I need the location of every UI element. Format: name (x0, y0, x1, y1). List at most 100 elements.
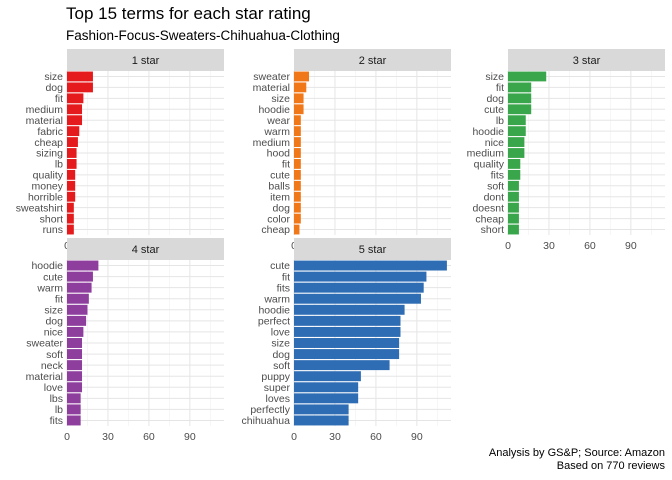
term-label: neck (41, 360, 64, 372)
term-label: cheap (475, 213, 504, 225)
bar-super (294, 382, 359, 393)
bar-hoodie (508, 126, 526, 137)
bar-hoodie (294, 304, 405, 315)
term-label: soft (46, 349, 63, 361)
bar-sweatshirt (67, 202, 74, 213)
x-tick-label: 30 (329, 431, 341, 443)
bar-perfect (294, 315, 401, 326)
term-label: color (267, 213, 290, 225)
term-label: fit (282, 159, 290, 171)
term-label: medium (253, 137, 291, 149)
term-label: dog (272, 349, 290, 361)
bar-size (67, 304, 88, 315)
x-tick-label: 90 (184, 431, 196, 443)
bar-fit (67, 93, 84, 104)
bar-chihuahua (294, 415, 349, 426)
bar-cheap (294, 224, 300, 235)
term-label: cute (270, 260, 290, 272)
term-label: dog (45, 82, 63, 94)
facet-panel-2: 2 star sweatermaterialsizehoodiewearwarmm… (253, 49, 451, 252)
bar-short (508, 224, 519, 235)
term-label: money (31, 181, 63, 193)
bar-nice (508, 137, 525, 147)
term-label: fit (496, 82, 504, 94)
term-label: doesnt (472, 202, 504, 214)
x-tick-label: 60 (584, 240, 596, 252)
bar-fits (67, 415, 81, 426)
bar-hoodie (294, 104, 304, 115)
term-label: size (271, 338, 290, 350)
term-label: lb (55, 404, 63, 416)
bar-cute (508, 104, 532, 115)
term-label: fits (50, 415, 63, 427)
term-label: fits (277, 282, 290, 294)
facet-strip-label: 1 star (132, 55, 160, 67)
bar-dont (508, 191, 519, 202)
term-label: short (481, 224, 504, 236)
term-label: sizing (36, 148, 63, 160)
term-label: soft (273, 360, 290, 372)
facet-strip (294, 238, 451, 260)
bar-fits (294, 282, 424, 293)
term-label: quality (474, 159, 505, 171)
bar-medium (508, 148, 525, 158)
term-label: material (26, 371, 63, 383)
bar-size (294, 338, 400, 348)
term-label: lbs (50, 393, 63, 405)
bar-neck (67, 360, 83, 371)
term-label: loves (265, 393, 290, 405)
bar-sweater (67, 338, 83, 348)
term-label: fits (491, 170, 504, 182)
bar-fit (67, 293, 89, 304)
x-tick-label: 0 (505, 240, 511, 252)
term-label: size (271, 93, 290, 105)
x-tick-label: 90 (625, 240, 637, 252)
bar-lbs (67, 393, 81, 404)
term-label: runs (43, 224, 63, 236)
bar-soft (294, 360, 390, 371)
term-label: size (485, 71, 504, 83)
bar-quality (508, 159, 521, 169)
bar-cute (294, 260, 447, 271)
bar-material (67, 371, 83, 382)
term-label: hoodie (258, 305, 290, 317)
term-label: hoodie (31, 260, 63, 272)
term-label: short (40, 213, 63, 225)
bar-dog (294, 349, 400, 360)
term-label: perfectly (250, 404, 290, 416)
facet-strip-label: 2 star (359, 55, 387, 67)
bar-wear (294, 115, 301, 126)
bar-dog (67, 315, 87, 326)
term-label: size (44, 305, 63, 317)
term-label: material (26, 115, 63, 127)
term-label: lb (55, 159, 63, 171)
bar-love (67, 382, 83, 393)
term-label: cute (484, 104, 504, 116)
term-label: warm (36, 282, 63, 294)
term-label: nice (485, 137, 504, 149)
bar-cute (67, 271, 93, 282)
term-label: love (44, 382, 63, 394)
x-tick-label: 30 (543, 240, 555, 252)
bar-sizing (67, 148, 77, 158)
term-label: cheap (34, 137, 63, 149)
bar-puppy (294, 371, 361, 382)
bar-hoodie (67, 260, 99, 271)
bar-material (67, 115, 83, 126)
bar-fit (294, 159, 301, 169)
term-label: dog (272, 202, 290, 214)
bar-dog (67, 82, 93, 93)
bar-loves (294, 393, 359, 404)
term-label: dog (45, 316, 63, 328)
term-label: love (271, 327, 290, 339)
bar-runs (67, 224, 74, 235)
bar-cheap (67, 137, 78, 147)
term-label: hoodie (258, 104, 290, 116)
facet-strip-label: 3 star (573, 55, 601, 67)
x-tick-label: 30 (102, 431, 114, 443)
bar-item (294, 191, 301, 202)
bar-doesnt (508, 202, 519, 213)
term-label: size (44, 71, 63, 83)
term-label: wear (266, 115, 290, 127)
term-label: super (264, 382, 291, 394)
